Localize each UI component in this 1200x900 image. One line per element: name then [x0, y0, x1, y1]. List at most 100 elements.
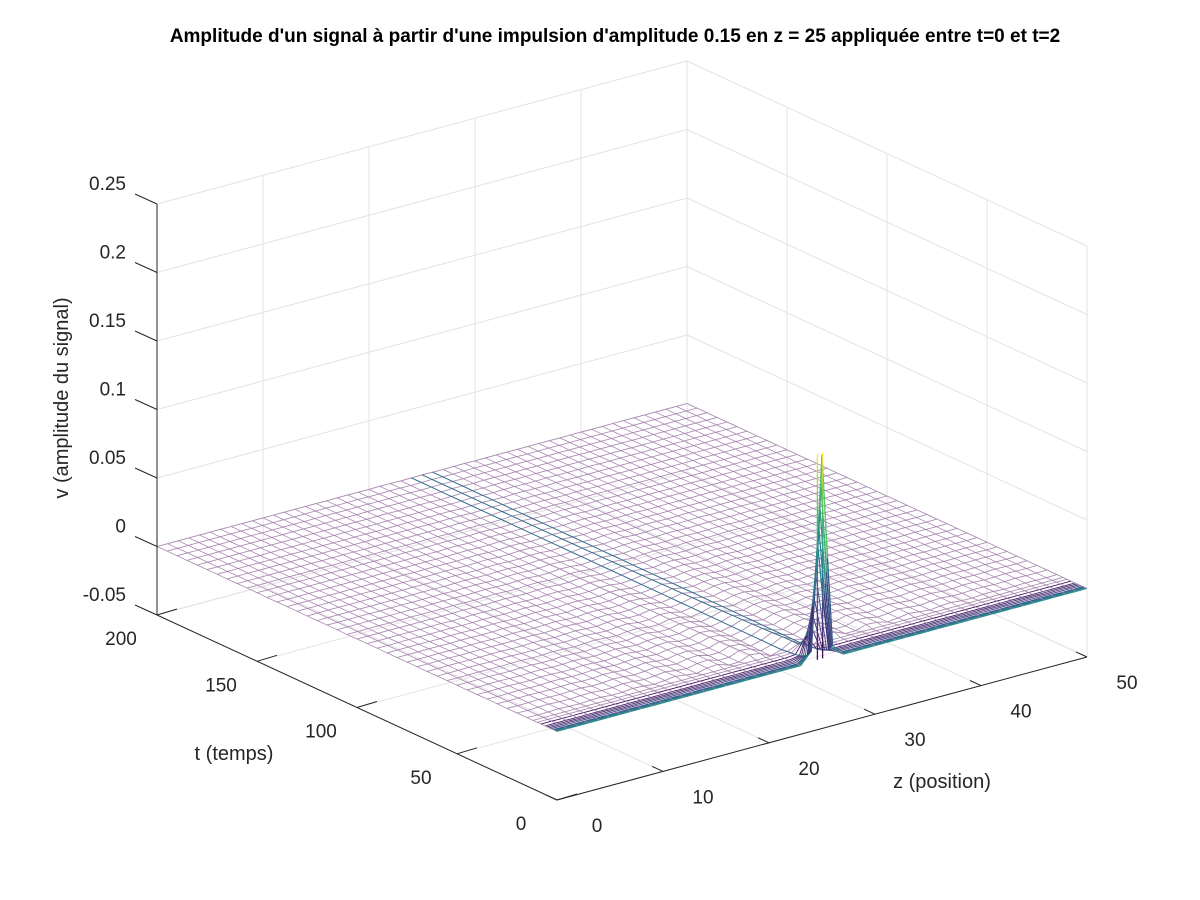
floor-grid-t: [356, 564, 888, 708]
mesh-line-z: [156, 546, 558, 732]
mesh-line-z: [602, 426, 1003, 612]
side-grid-v: [686, 129, 1088, 315]
mesh-line-t: [496, 560, 1028, 705]
mesh-line-z: [209, 531, 611, 718]
z-tick-label: 0.15: [89, 311, 126, 332]
mesh-line-z: [517, 448, 918, 635]
z-tick-mark: [134, 262, 158, 273]
wall-grid-v: [156, 129, 688, 273]
mesh-line-t: [396, 514, 928, 658]
mesh-line-z: [443, 469, 844, 655]
y-tick-label: 0: [516, 814, 527, 835]
wall-grid-v: [156, 197, 688, 342]
mesh-line-z: [527, 446, 929, 632]
y-tick-label: 150: [205, 675, 237, 696]
z-tick-mark: [134, 330, 158, 342]
mesh-line-z: [686, 403, 1088, 589]
mesh-line-z: [549, 440, 950, 627]
mesh-line-z: [676, 406, 1077, 592]
mesh-line-z: [570, 434, 971, 621]
z-tick-mark: [134, 193, 158, 205]
mesh-line-z: [315, 503, 717, 689]
mesh-line-z: [337, 497, 738, 684]
mesh-peak-segment: [818, 529, 825, 595]
x-tick-mark: [757, 737, 770, 744]
z-tick-label: 0.2: [100, 243, 126, 264]
mesh-line-z: [644, 414, 1045, 601]
mesh-line-z: [474, 460, 876, 647]
side-grid-v: [686, 60, 1088, 247]
chart-title: Amplitude d'un signal à partir d'une imp…: [170, 26, 1060, 47]
mesh-line-z: [273, 514, 674, 701]
mesh-line-z: [538, 443, 939, 629]
mesh-line-z: [358, 491, 759, 678]
mesh-line-z: [241, 523, 642, 709]
mesh-line-z: [252, 520, 653, 707]
tick-labels: 0 10 20 30 40 50 0 50 100 150 200 -0.05 0 0.05 0.1 0.15…: [83, 174, 1138, 837]
mesh-peak-segment: [825, 572, 833, 647]
mesh-line-z: [623, 420, 1024, 607]
y-tick-label: 50: [410, 768, 431, 789]
mesh-line-z: [368, 489, 770, 675]
mesh-line-z: [665, 408, 1066, 595]
x-axis-label: z (position): [893, 771, 991, 793]
mesh-line-z: [400, 480, 801, 667]
y-tick-mark: [556, 793, 578, 801]
z-tick-label: 0.05: [89, 448, 126, 469]
y-tick-mark: [356, 701, 378, 708]
mesh-line-z: [188, 537, 589, 724]
z-tick-mark: [134, 536, 158, 547]
mesh-peak-segment: [824, 583, 832, 648]
x-tick-mark: [1075, 651, 1088, 658]
mesh-line-z: [506, 451, 907, 638]
z-tick-label: 0.1: [100, 380, 126, 401]
wall-grid-v: [156, 266, 688, 410]
wall-grid-v: [156, 60, 688, 205]
x-tick-mark: [545, 794, 558, 801]
x-tick-mark: [863, 708, 876, 715]
x-tick-mark: [651, 765, 664, 772]
mesh-line-z: [432, 471, 833, 651]
mesh-line-z: [453, 466, 854, 652]
mesh-line-t: [536, 578, 1068, 723]
mesh-peak-segment: [822, 602, 830, 650]
mesh-line-z: [496, 454, 897, 641]
mesh-peak-segment: [806, 605, 814, 655]
mesh-line-t: [406, 518, 938, 663]
mesh-line-z: [655, 411, 1056, 598]
mesh-line-z: [633, 417, 1035, 604]
mesh-peak-segment: [826, 557, 834, 646]
mesh-line-z: [284, 511, 685, 698]
x-tick-mark: [969, 680, 982, 687]
mesh-line-z: [326, 500, 727, 687]
mesh-line-z: [612, 423, 1013, 609]
mesh-line-z: [220, 528, 621, 715]
mesh-line-z: [485, 457, 886, 644]
y-tick-mark: [156, 608, 178, 616]
mesh-line-z: [464, 463, 865, 649]
x-tick-label: 30: [904, 730, 925, 751]
side-grid-v: [686, 266, 1088, 452]
x-tick-label: 10: [692, 787, 713, 808]
mesh-line-t: [532, 576, 1064, 721]
mesh-line-t: [526, 574, 1058, 719]
mesh-line-z: [580, 431, 982, 618]
mesh-line-z: [559, 437, 960, 624]
z-tick-mark: [134, 399, 158, 410]
y-axis-label: t (temps): [195, 743, 274, 765]
mesh-line-z: [199, 534, 600, 721]
z-tick-label: -0.05: [83, 585, 126, 606]
mesh-line-z: [294, 508, 695, 695]
surface-mesh: [156, 403, 1088, 732]
x-tick-label: 50: [1116, 673, 1137, 694]
mesh-line-z: [421, 454, 823, 645]
mesh-line-z: [347, 494, 748, 681]
x-tick-label: 40: [1010, 702, 1031, 723]
z-tick-label: 0: [115, 517, 126, 538]
mesh-peak-segment: [820, 483, 827, 573]
x-tick-label: 20: [798, 759, 819, 780]
z-axis-label: v (amplitude du signal): [51, 297, 73, 498]
mesh-line-z: [379, 485, 780, 672]
mesh-peak-segment: [823, 594, 831, 649]
